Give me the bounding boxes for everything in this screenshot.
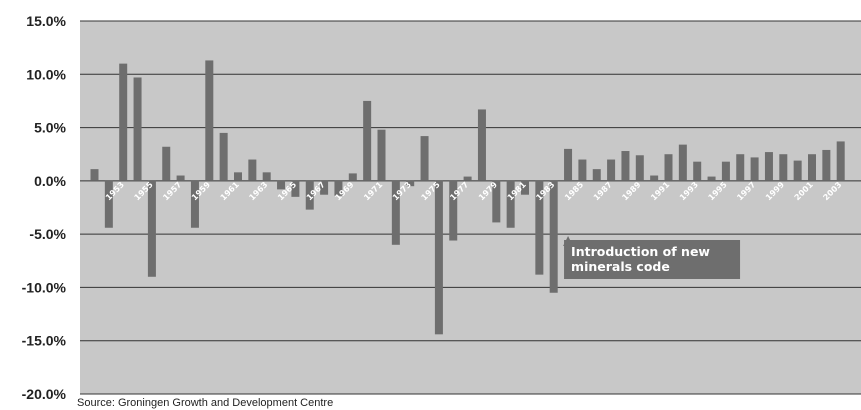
annotation-box — [564, 240, 741, 279]
bar — [406, 180, 415, 187]
bar — [750, 157, 759, 181]
bar — [635, 155, 644, 181]
bar — [291, 180, 300, 197]
bar — [521, 180, 529, 195]
bar — [621, 151, 630, 181]
annotation-text: Introduction of new — [571, 244, 710, 259]
bar — [678, 144, 687, 181]
source-note: Source: Groningen Growth and Development… — [77, 397, 334, 409]
bar — [664, 154, 673, 181]
bar — [147, 180, 156, 277]
bar — [119, 63, 128, 181]
bar — [535, 180, 544, 275]
bar — [607, 159, 616, 181]
bar — [348, 173, 357, 181]
annotation-text: minerals code — [571, 259, 670, 274]
y-tick-label: 10.0% — [26, 66, 66, 82]
bar — [420, 136, 429, 181]
bar — [277, 180, 286, 190]
y-tick-label: 0.0% — [34, 173, 66, 189]
y-tick-label: 5.0% — [34, 120, 66, 136]
bar — [449, 180, 458, 241]
bar — [190, 180, 199, 228]
bar — [736, 154, 745, 181]
bar — [219, 132, 228, 181]
y-tick-label: 15.0% — [26, 13, 66, 29]
y-tick-label: -15.0% — [22, 333, 67, 349]
bar — [377, 129, 386, 181]
bar — [564, 148, 573, 181]
bar — [104, 180, 113, 228]
bar — [234, 172, 242, 181]
bar — [391, 180, 400, 245]
bar — [693, 161, 702, 181]
bar — [363, 100, 372, 181]
bars — [90, 60, 845, 335]
y-tick-label: -10.0% — [22, 279, 67, 295]
bar — [334, 180, 343, 196]
bar — [721, 161, 730, 181]
bar — [506, 180, 515, 228]
bar — [162, 146, 171, 181]
bar — [549, 180, 558, 293]
bar — [463, 176, 472, 181]
bar — [133, 77, 142, 181]
bar — [578, 159, 587, 181]
bar — [707, 176, 716, 181]
bar — [205, 60, 214, 181]
bar — [434, 180, 443, 335]
bar — [592, 169, 601, 181]
y-tick-label: -5.0% — [29, 226, 66, 242]
bar — [764, 152, 773, 181]
bar — [492, 180, 501, 223]
bar — [808, 154, 816, 181]
bar — [176, 175, 185, 181]
bar — [477, 109, 486, 181]
bar — [248, 159, 257, 181]
bar — [822, 149, 831, 181]
y-axis: 15.0% 10.0% 5.0% 0.0% -5.0% -10.0% -15.0% -20.0… — [22, 13, 67, 402]
bar — [262, 172, 271, 181]
bar — [305, 180, 314, 210]
bar — [90, 169, 99, 181]
bar — [320, 180, 329, 195]
bar — [779, 154, 788, 181]
y-tick-label: -20.0% — [22, 386, 67, 402]
bar — [650, 175, 659, 181]
bar — [836, 141, 845, 181]
bar — [793, 160, 802, 181]
